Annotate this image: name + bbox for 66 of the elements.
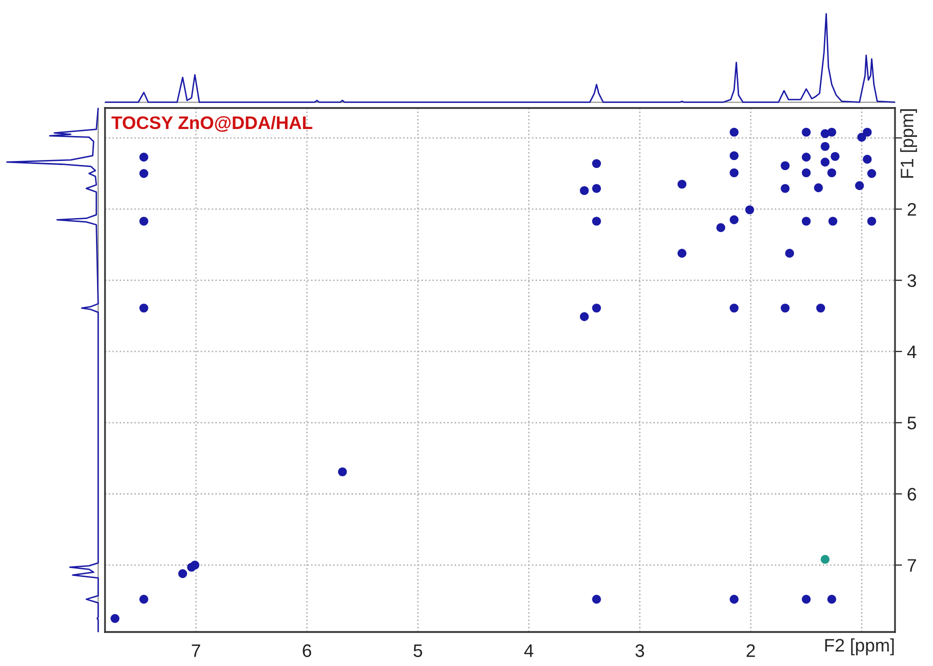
point <box>862 128 872 137</box>
point <box>592 184 601 193</box>
x-tick-label: 4 <box>524 644 534 657</box>
point <box>730 594 739 604</box>
point <box>830 152 840 161</box>
x-axis-title: F2 [ppm] <box>825 638 894 656</box>
point <box>827 168 836 178</box>
y-tick-label: 2 <box>908 203 916 216</box>
y-tick-label: 5 <box>908 416 916 430</box>
y-axis-title: F1 [ppm] <box>900 109 918 178</box>
point <box>862 154 872 164</box>
point <box>802 216 811 226</box>
x-tick-label: 6 <box>302 644 312 658</box>
point <box>780 304 790 313</box>
point <box>730 168 739 178</box>
point <box>816 304 826 313</box>
point <box>730 128 739 137</box>
point <box>857 132 866 142</box>
point <box>730 215 739 224</box>
point <box>677 180 686 189</box>
point <box>716 223 726 232</box>
point <box>110 614 120 623</box>
point <box>802 152 811 162</box>
point <box>814 183 823 192</box>
point <box>730 151 739 160</box>
point <box>820 158 830 167</box>
y-tick-label: 7 <box>908 559 916 572</box>
point <box>780 161 790 170</box>
point <box>867 169 876 178</box>
point <box>190 560 200 570</box>
x-tick-label: 3 <box>635 644 644 658</box>
point <box>828 216 838 226</box>
point <box>592 304 601 313</box>
y-tick-label: 6 <box>908 488 916 501</box>
point <box>139 216 148 226</box>
point <box>827 594 836 604</box>
y-tick-label: 3 <box>907 274 916 288</box>
point <box>580 186 589 196</box>
point <box>867 216 876 226</box>
chart-title: TOCSY ZnO@DDA/HAL <box>112 116 312 132</box>
point <box>338 467 347 476</box>
point <box>855 181 864 190</box>
point <box>802 594 811 604</box>
point <box>139 304 148 313</box>
point <box>745 205 754 214</box>
point <box>785 248 794 258</box>
x-tick-label: 5 <box>414 644 422 658</box>
point <box>677 248 686 258</box>
x-tick-label: 7 <box>192 644 200 657</box>
point <box>780 184 790 193</box>
point <box>139 594 148 604</box>
point <box>592 594 601 604</box>
y-tick-label: 4 <box>907 346 916 358</box>
x-tick-label: 2 <box>746 644 755 657</box>
point <box>592 216 601 226</box>
point <box>730 304 739 313</box>
point <box>820 142 830 151</box>
point <box>139 152 148 162</box>
point <box>580 312 589 322</box>
point <box>802 128 811 137</box>
point <box>592 159 601 168</box>
point <box>820 554 830 564</box>
point <box>178 569 188 578</box>
point <box>139 169 148 178</box>
point <box>802 168 811 178</box>
point <box>827 128 836 137</box>
